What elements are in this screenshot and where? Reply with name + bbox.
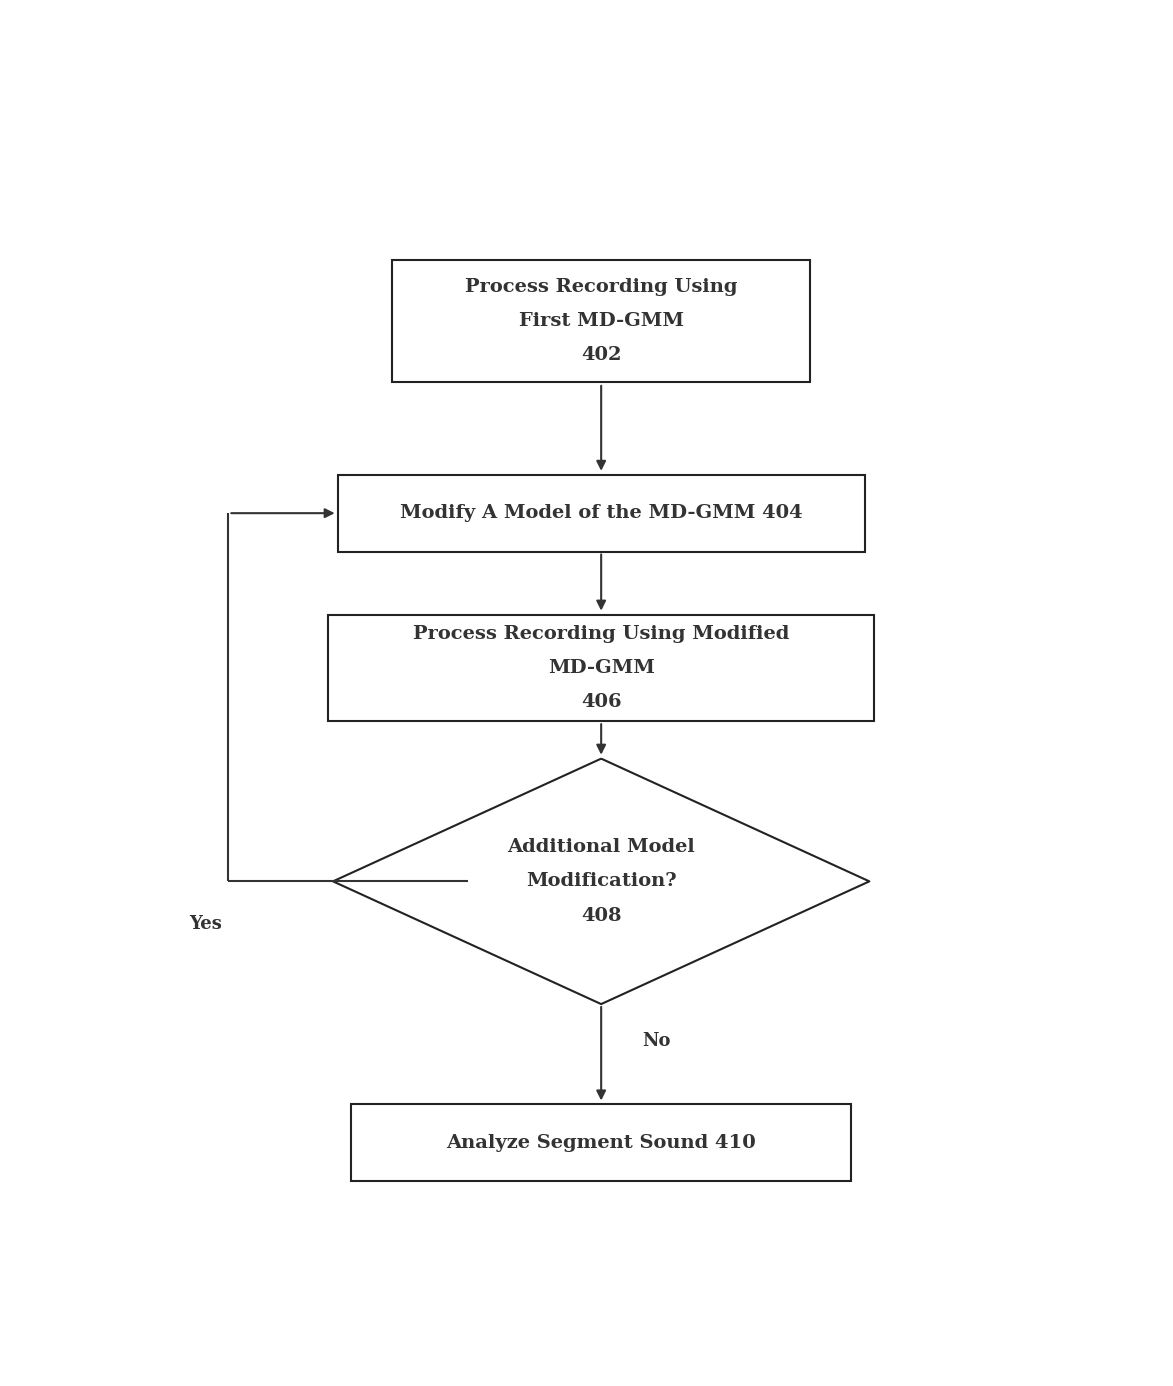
Text: Modify A Model of the MD-GMM 404: Modify A Model of the MD-GMM 404 [400, 505, 802, 523]
Text: 406: 406 [581, 693, 622, 711]
Text: First MD-GMM: First MD-GMM [518, 312, 684, 330]
FancyBboxPatch shape [338, 475, 865, 552]
Text: Additional Model: Additional Model [507, 839, 696, 857]
Text: Modification?: Modification? [526, 872, 677, 890]
Text: Analyze Segment Sound 410: Analyze Segment Sound 410 [446, 1134, 757, 1152]
Text: 408: 408 [581, 906, 622, 924]
Text: MD-GMM: MD-GMM [548, 658, 655, 676]
Text: 402: 402 [581, 346, 622, 365]
FancyBboxPatch shape [328, 614, 874, 721]
Text: Process Recording Using Modified: Process Recording Using Modified [413, 625, 789, 643]
Text: Process Recording Using: Process Recording Using [465, 279, 738, 297]
Text: Yes: Yes [189, 915, 222, 933]
Text: No: No [642, 1033, 671, 1051]
FancyBboxPatch shape [351, 1105, 852, 1181]
FancyBboxPatch shape [392, 259, 811, 383]
